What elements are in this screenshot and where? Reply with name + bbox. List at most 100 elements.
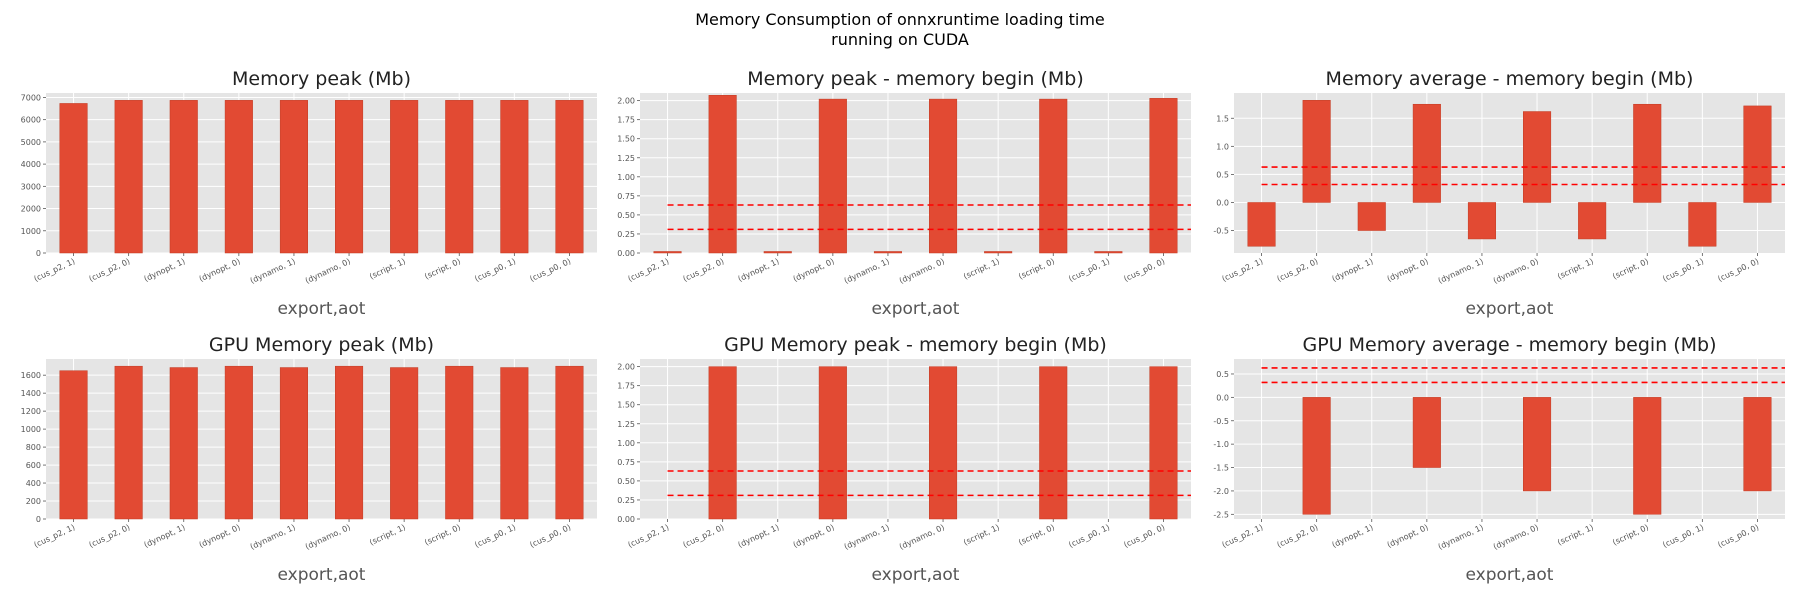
subplot-6: -2.5 -2.0 -1.5 -1.0 -0.5 0.0 0.5 (cus_p2, 1) (cu… — [1213, 334, 1785, 585]
x-tick-label: (cus_p2, 0) — [1276, 257, 1320, 284]
y-tick-label: 1.75 — [617, 116, 635, 125]
x-tick-label: (dynamo, 1) — [249, 257, 297, 286]
bar — [929, 98, 958, 254]
subplot-2: 0.00 0.25 0.50 0.75 1.00 1.25 1.50 1.75 2.00 (cus… — [617, 68, 1191, 319]
subplot-title: GPU Memory average - memory begin (Mb) — [1302, 334, 1716, 356]
x-tick-label: (dynamo, 0) — [304, 523, 352, 552]
bar — [169, 100, 198, 254]
bar — [1523, 111, 1552, 203]
bar — [445, 100, 474, 254]
y-tick-label: 0.25 — [617, 230, 635, 239]
y-tick-label: 1200 — [21, 407, 41, 416]
x-tick-label: (dynopt, 0) — [792, 523, 836, 550]
x-tick-label: (dynopt, 1) — [143, 257, 187, 284]
bar — [335, 100, 364, 254]
bar — [279, 367, 308, 520]
x-tick-label: (dynamo, 0) — [1492, 257, 1540, 286]
y-tick-label: 0.75 — [617, 192, 635, 201]
bar — [59, 103, 88, 254]
bar — [169, 367, 198, 520]
bar — [1743, 105, 1772, 203]
x-tick-label: (cus_p2, 0) — [1276, 523, 1320, 550]
y-tick-label: 0.00 — [617, 515, 635, 524]
subplot-1: 0 1000 2000 3000 4000 5000 6000 7000 (cus_p2, 1)… — [21, 68, 597, 319]
y-tick-label: 0.75 — [617, 458, 635, 467]
bar — [59, 370, 88, 520]
x-axis-label: export,aot — [1466, 299, 1554, 319]
y-tick-label: -0.5 — [1213, 417, 1229, 426]
y-tick-label: 1000 — [21, 425, 41, 434]
x-tick-label: (dynamo, 1) — [1437, 257, 1485, 286]
bar — [1247, 202, 1276, 247]
bar — [1302, 397, 1331, 515]
y-tick-label: 800 — [26, 443, 41, 452]
bar — [555, 365, 584, 520]
bar — [445, 365, 474, 520]
x-tick-label: (cus_p0, 1) — [473, 523, 517, 550]
x-tick-label: (cus_p2, 0) — [682, 257, 726, 284]
x-tick-label: (script, 1) — [368, 257, 407, 282]
x-tick-label: (cus_p2, 1) — [1221, 523, 1265, 550]
y-tick-label: 0.0 — [1216, 393, 1229, 402]
y-tick-label: 600 — [26, 461, 41, 470]
bar — [1149, 98, 1178, 254]
y-tick-label: -0.5 — [1213, 227, 1229, 236]
bar — [1039, 366, 1068, 520]
y-tick-label: 1600 — [21, 371, 41, 380]
x-tick-label: (cus_p2, 1) — [627, 257, 671, 284]
subplot-title: GPU Memory peak - memory begin (Mb) — [724, 334, 1107, 356]
bar — [1412, 103, 1441, 203]
x-axis-label: export,aot — [278, 299, 366, 319]
y-tick-label: 400 — [26, 479, 41, 488]
bar — [1467, 202, 1496, 240]
x-tick-label: (script, 0) — [1017, 523, 1056, 548]
x-tick-label: (cus_p2, 1) — [33, 257, 77, 284]
bar — [1688, 202, 1717, 247]
x-axis-label: export,aot — [872, 565, 960, 585]
subplot-4: 0 200 400 600 800 1000 1200 1400 1600 (cus_p2, 1)… — [21, 334, 597, 585]
x-tick-label: (cus_p0, 1) — [1661, 523, 1705, 550]
y-tick-label: 1.25 — [617, 154, 635, 163]
x-tick-label: (script, 1) — [962, 523, 1001, 548]
y-tick-label: 0.5 — [1216, 370, 1229, 379]
x-tick-label: (dynopt, 1) — [143, 523, 187, 550]
y-tick-label: 0.50 — [617, 211, 635, 220]
y-tick-label: 1.5 — [1216, 114, 1229, 123]
subplot-title: GPU Memory peak (Mb) — [209, 334, 434, 356]
y-tick-label: 0 — [36, 515, 41, 524]
bar — [1149, 366, 1178, 520]
y-tick-label: 1.00 — [617, 439, 635, 448]
bar — [1094, 251, 1123, 254]
bar — [1633, 397, 1662, 515]
x-tick-label: (dynamo, 1) — [843, 523, 891, 552]
y-tick-label: 4000 — [21, 160, 41, 169]
bar — [1633, 103, 1662, 203]
x-tick-label: (cus_p0, 0) — [1122, 257, 1166, 284]
x-tick-label: (cus_p0, 1) — [1067, 257, 1111, 284]
x-tick-label: (dynopt, 0) — [198, 257, 242, 284]
x-tick-label: (cus_p2, 1) — [33, 523, 77, 550]
y-tick-label: 2.00 — [617, 97, 635, 106]
x-tick-label: (cus_p0, 0) — [528, 523, 572, 550]
x-tick-label: (script, 0) — [1611, 523, 1650, 548]
y-tick-label: 1.50 — [617, 135, 635, 144]
bar — [929, 366, 958, 520]
bar — [500, 100, 529, 254]
x-tick-label: (dynamo, 0) — [304, 257, 352, 286]
x-tick-label: (cus_p0, 0) — [1716, 257, 1760, 284]
x-tick-label: (script, 1) — [1556, 523, 1595, 548]
y-tick-label: 0.25 — [617, 496, 635, 505]
x-tick-label: (dynopt, 1) — [737, 523, 781, 550]
x-tick-label: (script, 1) — [962, 257, 1001, 282]
figure-title-line-1: Memory Consumption of onnxruntime loadin… — [695, 10, 1105, 29]
bar — [390, 100, 419, 254]
bar — [279, 100, 308, 254]
x-tick-label: (script, 1) — [1556, 257, 1595, 282]
bar — [873, 251, 902, 254]
bar — [114, 100, 143, 254]
bar — [1357, 202, 1386, 231]
y-tick-label: 7000 — [21, 93, 41, 102]
subplot-5: 0.00 0.25 0.50 0.75 1.00 1.25 1.50 1.75 2.00 (cus… — [617, 334, 1191, 585]
y-tick-label: -2.5 — [1213, 510, 1229, 519]
